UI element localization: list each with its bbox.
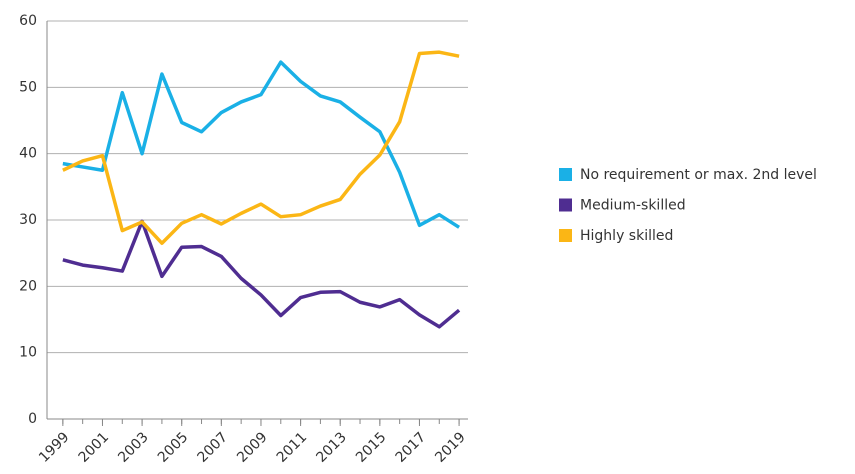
legend-label: Medium-skilled <box>580 198 686 214</box>
y-tick-label: 60 <box>19 13 37 29</box>
legend-label: No requirement or max. 2nd level <box>580 167 817 183</box>
x-tick-label: 2005 <box>155 429 192 466</box>
x-tick-label: 2003 <box>115 429 152 466</box>
y-tick-label: 20 <box>19 278 37 294</box>
x-tick-label: 2017 <box>393 429 430 466</box>
x-tick-label: 2009 <box>234 429 271 466</box>
x-tick-label: 2007 <box>194 429 231 466</box>
series-line <box>62 50 460 245</box>
series-line <box>62 60 461 229</box>
y-tick-label: 0 <box>28 411 37 427</box>
y-tick-label: 30 <box>19 212 37 228</box>
series-line <box>62 219 461 329</box>
legend-swatch <box>559 229 572 242</box>
x-tick-label: 2015 <box>353 429 390 466</box>
legend-label: Highly skilled <box>580 228 673 244</box>
legend-swatch <box>559 198 572 212</box>
x-tick-label: 2011 <box>274 429 311 466</box>
legend-swatch <box>559 168 572 181</box>
y-tick-label: 10 <box>19 345 37 361</box>
x-tick-label: 2019 <box>432 429 469 466</box>
y-tick-label: 50 <box>19 79 37 95</box>
x-tick-label: 1999 <box>36 429 73 466</box>
y-tick-label: 40 <box>19 146 37 162</box>
x-tick-label: 2001 <box>76 429 113 466</box>
x-tick-label: 2013 <box>313 429 350 466</box>
